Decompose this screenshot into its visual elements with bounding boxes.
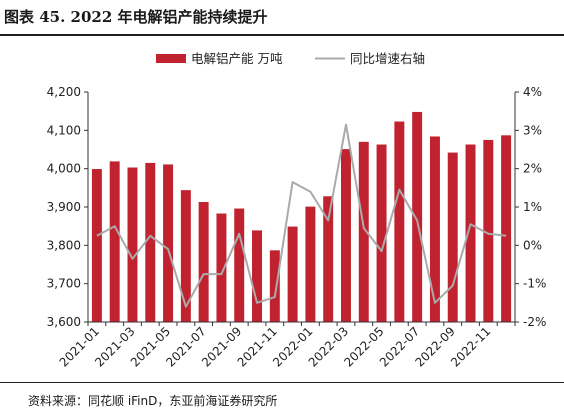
bar-2021-04 <box>145 162 156 322</box>
bar-2022-11 <box>483 139 494 322</box>
figure-title: 图表 45. 2022 年电解铝产能持续提升 <box>4 8 268 26</box>
bar-2022-04 <box>358 141 369 322</box>
bar-2022-07 <box>412 111 423 322</box>
bar-2022-06 <box>394 121 405 323</box>
left-tick-label: 4,000 <box>47 162 81 176</box>
right-tick-label: -1% <box>523 277 546 291</box>
left-tick-label: 3,900 <box>47 200 81 214</box>
line-series <box>96 123 507 308</box>
yoy-growth-line <box>96 123 507 308</box>
bar-2021-12 <box>287 226 298 322</box>
legend-label-bar: 电解铝产能 万吨 <box>191 51 283 66</box>
chart: 电解铝产能 万吨 同比增速右轴 3,600 3,700 3,800 3,900 4,000… <box>47 51 547 370</box>
bar-2022-08 <box>429 136 440 322</box>
bar-2021-07 <box>198 202 209 322</box>
bar-2022-09 <box>447 152 458 322</box>
source-rule <box>0 382 564 383</box>
right-tick-label: 3% <box>523 123 542 137</box>
bar-2021-11 <box>269 250 280 322</box>
bar-2021-01 <box>91 169 102 322</box>
x-tick-label: 2022-11 <box>448 324 493 369</box>
bar-series <box>91 111 512 323</box>
legend: 电解铝产能 万吨 同比增速右轴 <box>156 51 425 66</box>
bar-2022-02 <box>323 196 334 322</box>
legend-swatch-bar <box>156 54 186 63</box>
right-tick-label: -2% <box>523 315 546 329</box>
left-tick-label: 4,200 <box>47 85 81 99</box>
bar-2021-03 <box>127 167 138 322</box>
right-tick-label: 0% <box>523 238 542 252</box>
left-tick-label: 3,700 <box>47 277 81 291</box>
bar-2021-09 <box>234 208 245 322</box>
bar-2022-05 <box>376 144 387 322</box>
title-rule <box>0 34 564 36</box>
bar-2022-01 <box>305 206 316 322</box>
source-note: 资料来源：同花顺 iFinD，东亚前海证券研究所 <box>28 394 278 408</box>
left-tick-label: 3,800 <box>47 238 81 252</box>
right-tick-label: 4% <box>523 85 542 99</box>
bar-2021-02 <box>109 161 120 322</box>
legend-label-line: 同比增速右轴 <box>350 51 425 66</box>
right-tick-label: 2% <box>523 162 542 176</box>
left-tick-label: 4,100 <box>47 123 81 137</box>
bar-2021-05 <box>163 164 174 322</box>
bar-2022-12 <box>501 135 512 322</box>
right-tick-label: 1% <box>523 200 542 214</box>
bar-2021-10 <box>252 230 263 322</box>
left-tick-label: 3,600 <box>47 315 81 329</box>
bar-2022-10 <box>465 144 476 322</box>
bar-2021-08 <box>216 213 227 322</box>
bar-2021-06 <box>180 190 191 322</box>
bar-2022-03 <box>340 149 351 322</box>
